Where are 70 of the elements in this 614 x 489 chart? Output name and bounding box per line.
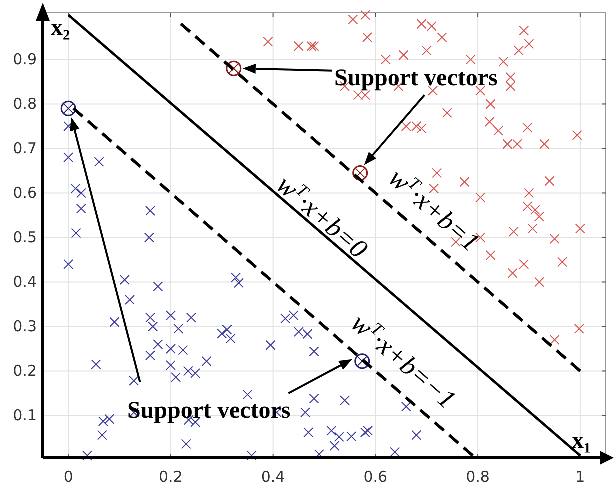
point [398, 50, 409, 60]
y-tick-label: 0.7 [13, 140, 37, 158]
point [486, 250, 496, 261]
point [544, 176, 555, 186]
y-tick-label: 0.5 [13, 228, 37, 247]
point [514, 46, 524, 56]
point [263, 36, 274, 47]
y-tick-label: 0.1 [13, 406, 37, 425]
y-tick-label: 0.6 [13, 184, 37, 202]
y-axis-title: x₂ [51, 15, 70, 41]
point [429, 184, 440, 194]
point [416, 124, 427, 134]
point [574, 324, 584, 334]
point [442, 108, 452, 118]
point [348, 14, 358, 25]
point [309, 41, 320, 52]
y-tick-label: 0.9 [13, 50, 37, 69]
y-tick-label: 0.4 [13, 273, 37, 292]
point [432, 168, 442, 178]
point [524, 39, 534, 50]
point [534, 212, 544, 222]
point [530, 205, 540, 216]
point [360, 10, 370, 20]
point [226, 60, 242, 76]
point [528, 224, 538, 234]
point [557, 257, 568, 268]
point [519, 259, 530, 270]
annotation: Support vectors [127, 398, 291, 424]
point [476, 86, 486, 96]
x-tick-label: 0.6 [364, 468, 388, 486]
point [550, 234, 560, 244]
point [506, 81, 516, 92]
point [540, 139, 550, 150]
y-tick-label: 0.8 [13, 95, 37, 114]
point [524, 188, 534, 198]
point [437, 32, 448, 42]
point [494, 126, 504, 136]
x-tick-label: 0.8 [466, 468, 490, 486]
point [534, 277, 544, 288]
point [522, 122, 533, 133]
x-tick-label: 0 [64, 468, 74, 486]
point [484, 117, 495, 128]
point [380, 54, 391, 65]
y-tick-label: 0.2 [13, 362, 37, 380]
point [362, 32, 372, 42]
point [572, 130, 582, 140]
point [486, 99, 496, 110]
point [498, 56, 509, 67]
point [354, 354, 370, 370]
point [508, 226, 519, 237]
point [60, 100, 76, 116]
point [522, 202, 533, 212]
point [460, 177, 470, 188]
x-tick-label: 0.4 [261, 468, 286, 486]
x-axis-title: x₁ [572, 428, 592, 454]
point [506, 72, 516, 83]
x-tick-label: 0.2 [159, 468, 183, 486]
point [575, 224, 586, 234]
y-tick-label: 0.3 [13, 318, 37, 336]
point [519, 26, 530, 36]
point [508, 268, 518, 278]
point [352, 165, 368, 181]
annotation: Support vectors [334, 66, 498, 92]
point [466, 54, 476, 65]
point [428, 86, 438, 96]
x-tick-label: 1 [576, 468, 586, 486]
point [550, 335, 560, 346]
point [306, 41, 317, 52]
point [422, 46, 432, 56]
point [294, 41, 304, 52]
